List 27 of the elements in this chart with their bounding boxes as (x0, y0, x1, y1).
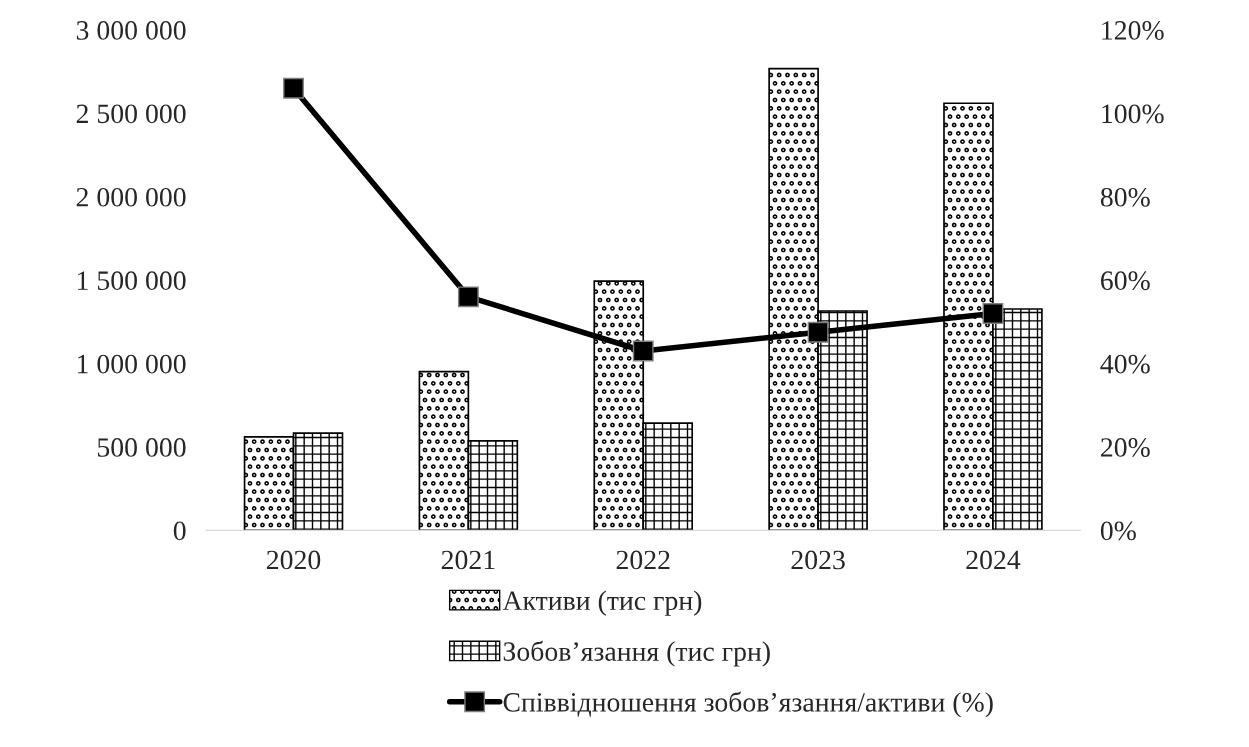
y-tick-label: 2 500 000 (76, 104, 186, 124)
y-tick-label: 500 000 (97, 438, 186, 457)
point (632, 340, 654, 362)
x-tick-label: 2023 (791, 550, 845, 570)
x-tick-label: 2021 (441, 550, 495, 570)
y-tick-label: 2 000 000 (76, 187, 186, 207)
y2-tick-label: 120% (1102, 21, 1164, 40)
y-tick-label: 1 000 000 (77, 354, 186, 374)
legend-label: Зобов’язання (тис грн) (503, 640, 770, 667)
y-tick-label: 1 500 000 (77, 271, 186, 291)
y2-tick-label: 0% (1100, 521, 1136, 541)
point (807, 321, 829, 343)
y2-tick-label: 60% (1101, 271, 1150, 291)
y-tick-label: 3 000 000 (76, 21, 186, 40)
x-tick-label: 2022 (616, 550, 670, 570)
y2-tick-label: 40% (1100, 354, 1150, 374)
y2-tick-label: 20% (1101, 438, 1150, 457)
x-tick-label: 2024 (966, 550, 1021, 570)
legend-label: Активи (тис грн) (502, 590, 702, 616)
point (982, 303, 1004, 324)
point (457, 286, 479, 308)
x-tick-label: 2020 (266, 550, 321, 570)
point (283, 77, 304, 99)
y2-tick-label: 100% (1102, 104, 1164, 124)
y-tick-label: 0 (173, 521, 186, 541)
y2-tick-label: 80% (1100, 187, 1150, 207)
legend-label: Співвідношення зобов’язання/активи (%) (503, 691, 993, 718)
